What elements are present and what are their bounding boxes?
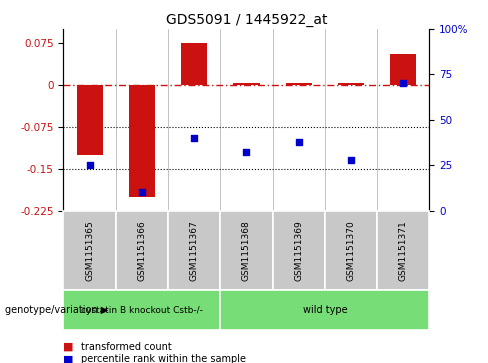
Text: ■: ■ [63, 342, 74, 352]
Text: GSM1151368: GSM1151368 [242, 220, 251, 281]
Title: GDS5091 / 1445922_at: GDS5091 / 1445922_at [166, 13, 327, 26]
Text: ■: ■ [63, 354, 74, 363]
Text: percentile rank within the sample: percentile rank within the sample [81, 354, 245, 363]
Text: genotype/variation ▶: genotype/variation ▶ [5, 305, 108, 315]
Text: GSM1151365: GSM1151365 [85, 220, 94, 281]
Text: transformed count: transformed count [81, 342, 171, 352]
Point [86, 162, 94, 168]
Bar [129, 85, 155, 197]
Point [399, 81, 407, 86]
Point [243, 150, 250, 155]
Bar [233, 83, 260, 85]
Text: wild type: wild type [303, 305, 347, 315]
Text: GSM1151366: GSM1151366 [137, 220, 146, 281]
Point [190, 135, 198, 141]
Text: GSM1151367: GSM1151367 [190, 220, 199, 281]
Point [138, 189, 146, 195]
Text: GSM1151371: GSM1151371 [399, 220, 408, 281]
Text: GSM1151370: GSM1151370 [346, 220, 356, 281]
Bar [285, 83, 312, 85]
Bar [77, 85, 102, 155]
Text: cystatin B knockout Cstb-/-: cystatin B knockout Cstb-/- [81, 306, 203, 315]
Bar [338, 83, 364, 85]
Point [347, 157, 355, 163]
Bar [181, 43, 207, 85]
Point [295, 139, 303, 144]
Text: GSM1151369: GSM1151369 [294, 220, 303, 281]
Bar [390, 54, 416, 85]
